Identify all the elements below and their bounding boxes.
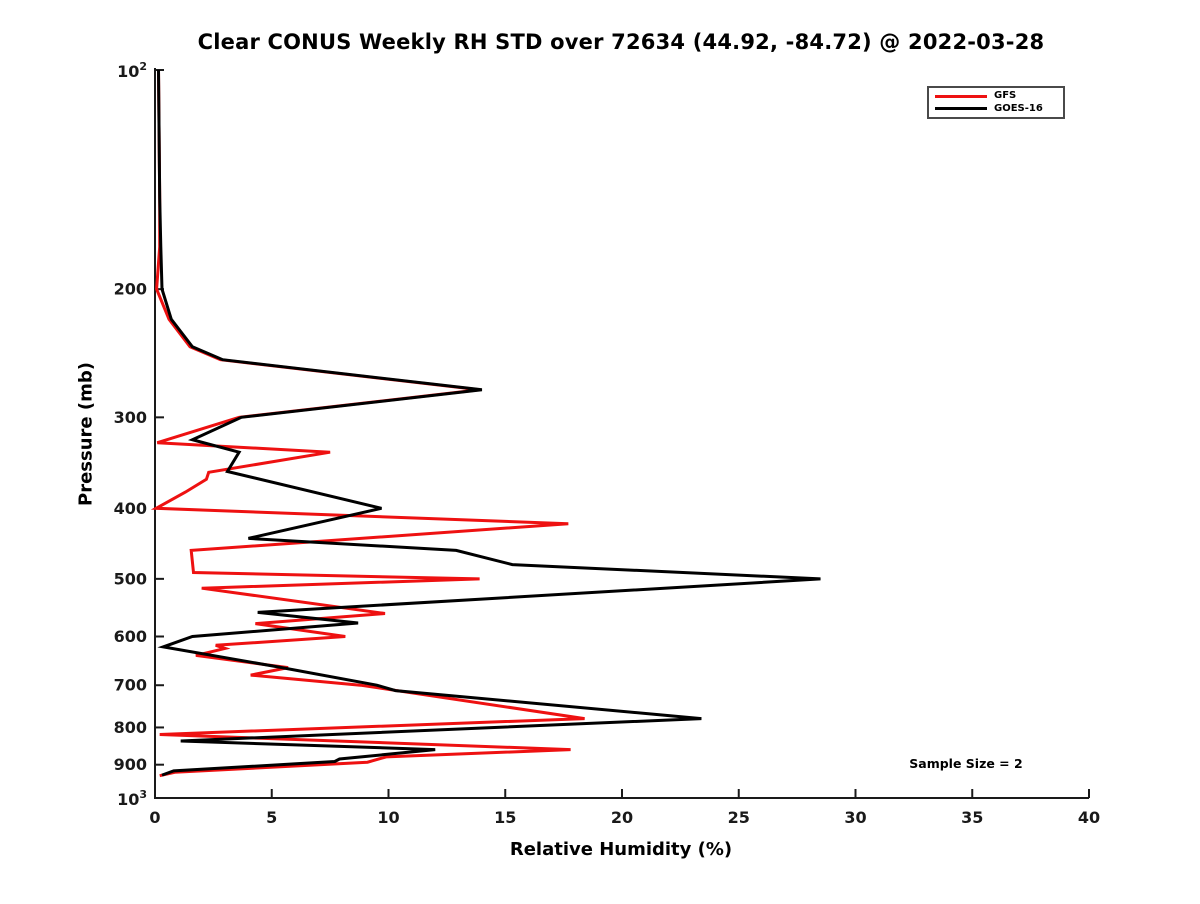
axis-ticks [154, 69, 1090, 799]
y-tick-label: 400 [114, 499, 147, 518]
sample-size-annotation: Sample Size = 2 [909, 756, 1023, 771]
legend-entry-goes16: GOES-16 [935, 102, 1057, 114]
y-tick-label: 102 [117, 60, 147, 81]
axis-tick-labels: 0 5 10 15 20 25 30 35 40 102 200 300 400 500 600 700 800… [114, 60, 1101, 827]
x-tick-label: 0 [149, 808, 160, 827]
y-tick-label: 500 [114, 569, 147, 588]
legend-entry-gfs: GFS [935, 91, 1057, 101]
y-tick-label: 800 [114, 718, 147, 737]
x-tick-label: 35 [961, 808, 983, 827]
x-tick-label: 25 [728, 808, 750, 827]
legend-label-goes16: GOES-16 [994, 102, 1043, 114]
data-series [150, 69, 821, 778]
x-tick-label: 10 [377, 808, 399, 827]
y-tick-label: 300 [114, 408, 147, 427]
goes16-line-swatch [935, 107, 987, 111]
y-tick-label: 200 [114, 280, 147, 299]
x-axis-label: Relative Humidity (%) [509, 839, 733, 860]
y-tick-label: 700 [114, 676, 147, 695]
x-tick-label: 30 [844, 808, 866, 827]
y-tick-label: 600 [114, 627, 147, 646]
x-tick-label: 20 [611, 808, 633, 827]
x-tick-label: 15 [494, 808, 516, 827]
legend-label-gfs: GFS [994, 90, 1017, 102]
y-tick-label: 103 [117, 788, 147, 809]
gfs-line-swatch [935, 94, 987, 98]
x-tick-label: 5 [266, 808, 277, 827]
axes [154, 68, 1089, 799]
legend-box: GFS GOES-16 [927, 86, 1065, 119]
series-line-goes-16 [157, 69, 821, 777]
chart-title: Clear CONUS Weekly RH STD over 72634 (44… [197, 30, 1045, 54]
series-line-gfs [150, 69, 585, 778]
x-tick-label: 40 [1078, 808, 1100, 827]
y-tick-label: 900 [114, 755, 147, 774]
y-axis-label: Pressure (mb) [75, 362, 97, 506]
